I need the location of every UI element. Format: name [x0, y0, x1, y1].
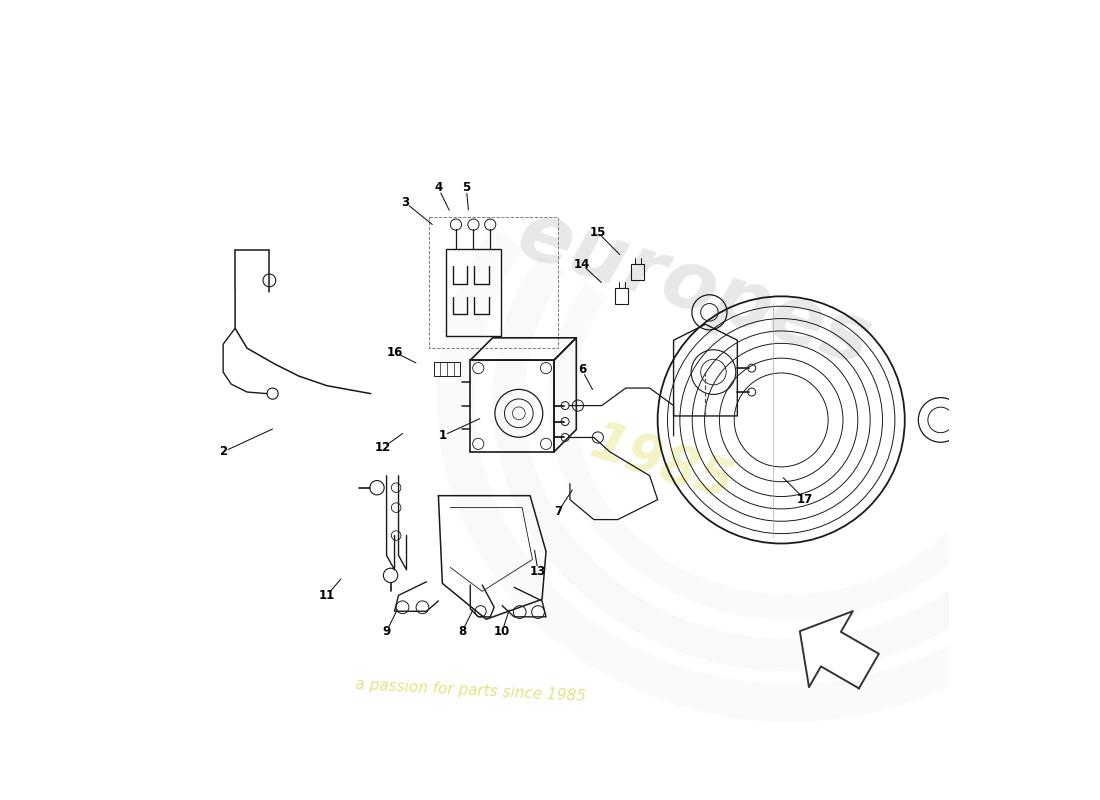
Text: 3: 3 — [400, 196, 409, 209]
Text: 5: 5 — [462, 182, 471, 194]
Bar — [615, 288, 628, 304]
Text: 1985: 1985 — [584, 416, 739, 511]
Text: 15: 15 — [590, 226, 606, 239]
Text: 17: 17 — [798, 493, 813, 506]
Text: 8: 8 — [459, 625, 466, 638]
Bar — [471, 360, 554, 452]
Bar — [631, 265, 645, 281]
Polygon shape — [800, 611, 879, 688]
Bar — [434, 362, 460, 376]
Text: 7: 7 — [554, 505, 562, 518]
Text: 9: 9 — [383, 625, 390, 638]
Text: 12: 12 — [374, 442, 390, 454]
Text: 2: 2 — [219, 446, 228, 458]
Bar — [447, 249, 500, 336]
Text: 14: 14 — [574, 258, 590, 271]
Text: europes: europes — [507, 194, 880, 382]
Text: 4: 4 — [434, 182, 442, 194]
Text: 1: 1 — [438, 430, 447, 442]
Text: a passion for parts since 1985: a passion for parts since 1985 — [354, 678, 586, 705]
Text: 11: 11 — [319, 589, 334, 602]
Text: 10: 10 — [494, 625, 510, 638]
Text: 16: 16 — [386, 346, 403, 358]
Text: 6: 6 — [578, 363, 586, 376]
Text: 13: 13 — [530, 565, 547, 578]
